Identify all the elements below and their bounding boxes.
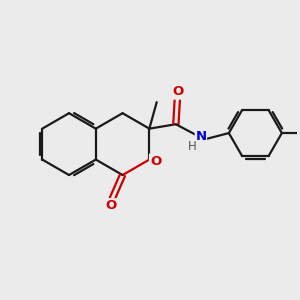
Text: O: O <box>105 200 116 212</box>
Text: H: H <box>188 140 197 153</box>
Text: N: N <box>195 130 206 142</box>
Text: O: O <box>172 85 184 98</box>
Text: O: O <box>150 154 161 167</box>
